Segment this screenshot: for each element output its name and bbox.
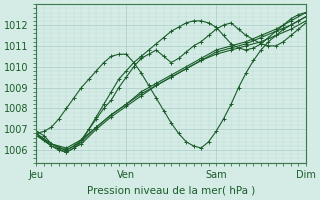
X-axis label: Pression niveau de la mer( hPa ): Pression niveau de la mer( hPa ) [87, 186, 255, 196]
